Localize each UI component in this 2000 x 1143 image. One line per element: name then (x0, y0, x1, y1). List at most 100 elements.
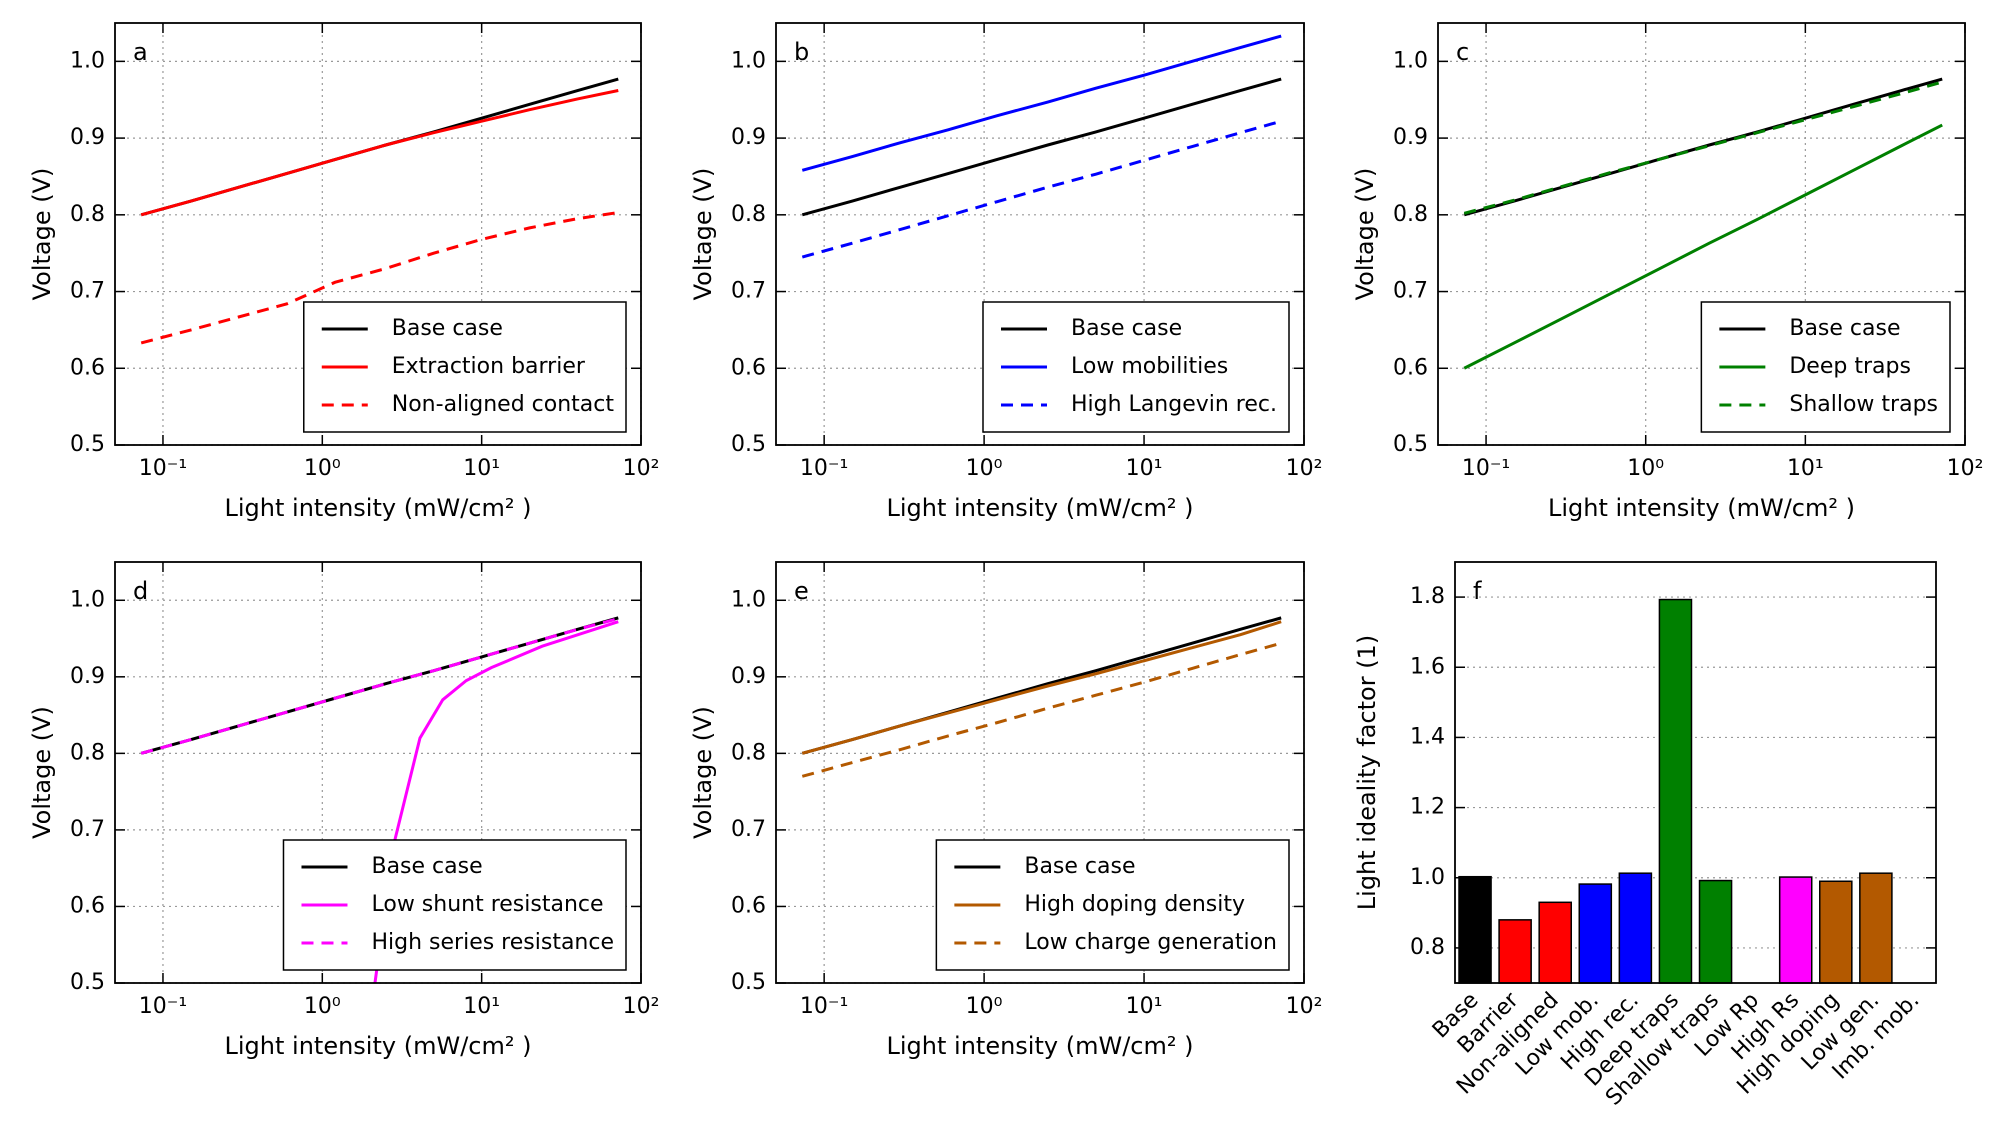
legend: Base case Deep traps Shallow traps (1700, 301, 1951, 433)
y-tick-label: 0.5 (731, 432, 766, 457)
series-line (373, 620, 619, 984)
x-axis-label: Light intensity (mW/cm² ) (225, 494, 532, 522)
panel: 0.5 0.6 0.7 0.8 0.9 1.0 10⁻¹ 10⁰ 10¹ 10² Light int… (1351, 22, 1984, 522)
y-tick-label: 0.5 (70, 970, 105, 995)
y-tick-label: 1.0 (70, 587, 105, 612)
legend-label: Low charge generation (1024, 930, 1277, 955)
panel: 0.5 0.6 0.7 0.8 0.9 1.0 10⁻¹ 10⁰ 10¹ 10² Light int… (689, 561, 1323, 1060)
bar (1578, 883, 1613, 984)
y-axis-label: Light ideality factor (1) (1353, 635, 1381, 910)
legend: Base case Low mobilities High Langevin rec… (982, 301, 1290, 433)
legend-label: Base case (371, 854, 482, 879)
panel-label: c (1456, 38, 1469, 66)
x-tick-label: 10¹ (463, 456, 500, 481)
y-tick-label: 0.6 (731, 893, 766, 918)
y-tick-label: 0.6 (731, 355, 766, 380)
legend-label: High series resistance (371, 930, 614, 955)
y-axis-label: Voltage (V) (28, 168, 56, 301)
legend-label: Shallow traps (1789, 392, 1938, 417)
x-axis-label: Light intensity (mW/cm² ) (887, 1032, 1194, 1060)
panel: 0.5 0.6 0.7 0.8 0.9 1.0 10⁻¹ 10⁰ 10¹ 10² Light int… (689, 22, 1323, 522)
y-tick-label: 0.7 (70, 817, 105, 842)
series-line (801, 119, 1282, 259)
bar (1458, 875, 1492, 984)
plot-frame (114, 561, 642, 984)
y-axis-label: Voltage (V) (28, 706, 56, 839)
x-tick-label: 10⁰ (1627, 456, 1664, 481)
plot-frame (775, 22, 1305, 446)
y-tick-label: 0.9 (731, 664, 766, 689)
y-tick-label: 1.0 (70, 48, 105, 73)
x-tick-label: 10¹ (463, 994, 500, 1019)
legend-label: Deep traps (1789, 354, 1911, 379)
x-tick-label: 10⁻¹ (139, 994, 187, 1019)
legend-label: Extraction barrier (392, 354, 586, 379)
series-line (1463, 123, 1943, 370)
bar (1538, 901, 1572, 984)
legend-label: Low mobilities (1071, 354, 1228, 379)
y-axis-label: Voltage (V) (689, 706, 717, 839)
y-tick-label: 1.8 (1410, 584, 1445, 609)
x-tick-label: 10⁻¹ (139, 456, 187, 481)
y-tick-label: 0.7 (1393, 279, 1428, 304)
y-tick-label: 0.6 (70, 893, 105, 918)
y-tick-label: 0.9 (70, 125, 105, 150)
y-tick-label: 1.0 (1410, 865, 1445, 890)
panel-label: b (794, 38, 809, 66)
y-tick-label: 0.7 (731, 817, 766, 842)
x-tick-label: 10⁻¹ (800, 994, 848, 1019)
legend: Base case Extraction barrier Non-aligned c… (303, 301, 627, 433)
x-tick-label: 10⁻¹ (1462, 456, 1510, 481)
plot-frame (1454, 561, 1937, 984)
x-axis-label: Light intensity (mW/cm² ) (225, 1032, 532, 1060)
y-tick-label: 0.6 (70, 355, 105, 380)
bar (1618, 872, 1653, 984)
legend-label: Base case (1789, 316, 1900, 341)
plot-frame (1437, 22, 1966, 446)
panel: 0.5 0.6 0.7 0.8 0.9 1.0 10⁻¹ 10⁰ 10¹ 10² Light int… (28, 561, 659, 1060)
series-line (801, 34, 1282, 172)
y-tick-label: 0.8 (70, 740, 105, 765)
x-axis-label: Light intensity (mW/cm² ) (1548, 494, 1855, 522)
x-tick-label: 10⁰ (966, 456, 1003, 481)
y-axis-label: Voltage (V) (1351, 168, 1379, 301)
x-tick-label: 10⁰ (304, 456, 341, 481)
bar (1778, 876, 1813, 984)
y-tick-label: 1.4 (1410, 724, 1445, 749)
bar (1658, 598, 1693, 984)
legend-label: Base case (1024, 854, 1135, 879)
x-tick-label: 10² (1286, 994, 1323, 1019)
x-tick-label: 10¹ (1126, 456, 1163, 481)
series-line (801, 641, 1282, 778)
y-tick-label: 0.8 (1410, 935, 1445, 960)
series-line (140, 211, 619, 345)
y-tick-label: 0.8 (731, 202, 766, 227)
legend-label: Non-aligned contact (392, 392, 615, 417)
plot-frame (775, 561, 1305, 984)
y-tick-label: 1.0 (731, 48, 766, 73)
y-axis-label: Voltage (V) (689, 168, 717, 301)
y-tick-label: 0.9 (70, 664, 105, 689)
bar (1819, 880, 1853, 984)
y-tick-label: 0.8 (70, 202, 105, 227)
bar (1698, 879, 1733, 984)
y-tick-label: 0.5 (1393, 432, 1428, 457)
x-tick-label: 10⁻¹ (800, 456, 848, 481)
x-tick-label: 10² (1947, 456, 1984, 481)
x-tick-label: 10⁰ (966, 994, 1003, 1019)
series-line (1463, 80, 1943, 215)
y-tick-label: 0.6 (1393, 355, 1428, 380)
series-line (801, 620, 1282, 755)
x-tick-label: 10⁰ (304, 994, 341, 1019)
y-tick-label: 1.2 (1410, 795, 1445, 820)
series-line (140, 89, 619, 217)
bar (1859, 872, 1893, 984)
bar (1498, 919, 1532, 984)
legend-label: Base case (1071, 316, 1182, 341)
series-line (140, 617, 619, 755)
x-tick-label: 10² (1286, 456, 1323, 481)
panel-label: d (133, 577, 148, 605)
legend: Base case Low shunt resistance High series… (282, 839, 627, 971)
